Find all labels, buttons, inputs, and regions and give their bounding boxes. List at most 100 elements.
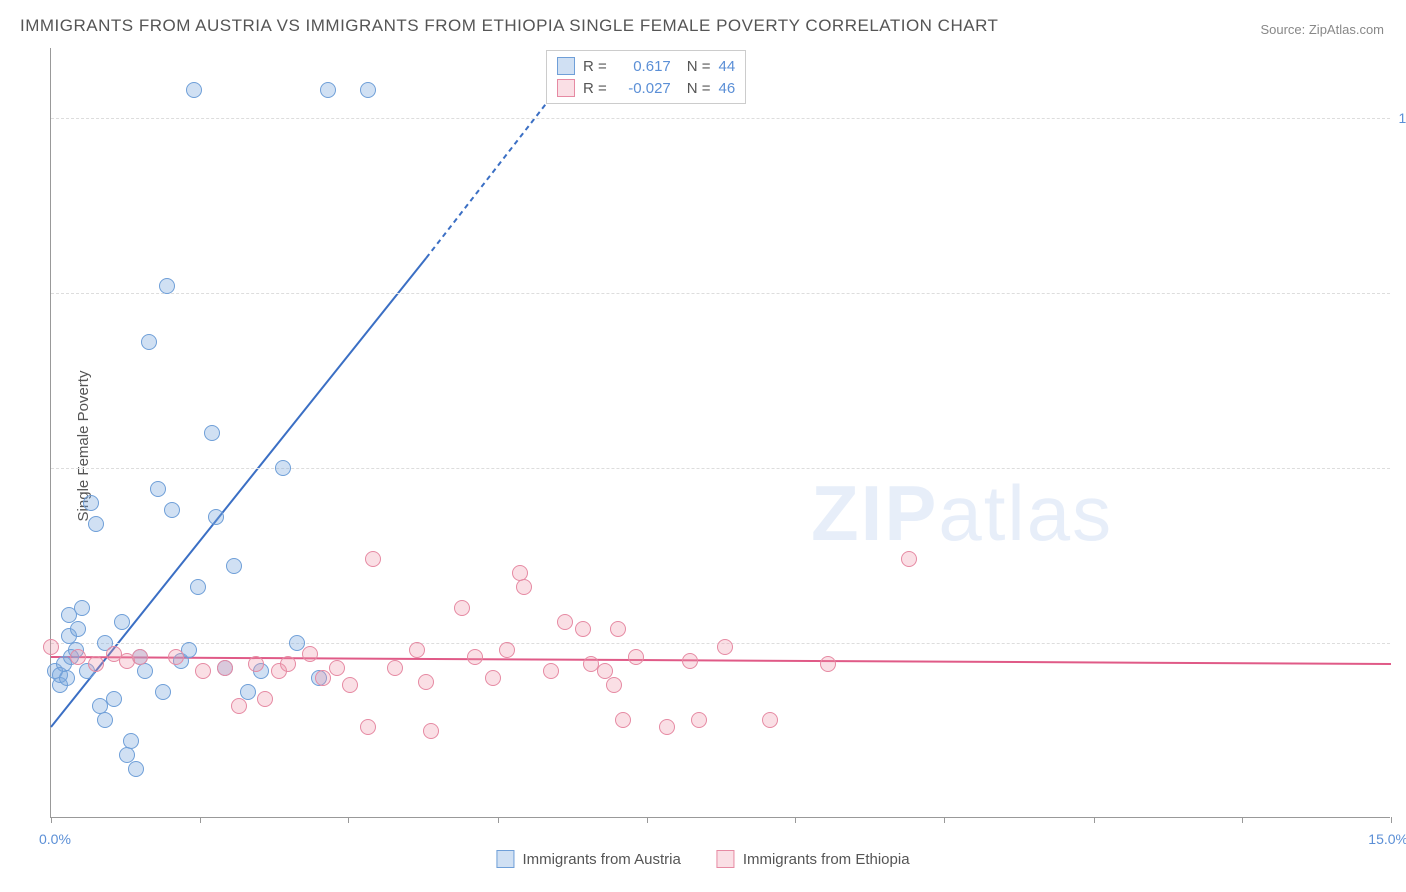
data-point — [360, 82, 376, 98]
data-point — [195, 663, 211, 679]
data-point — [606, 677, 622, 693]
data-point — [248, 656, 264, 672]
chart-plot-area: ZIPatlas 25.0%50.0%75.0%100.0%0.0%15.0% — [50, 48, 1390, 818]
data-point — [257, 691, 273, 707]
data-point — [208, 509, 224, 525]
data-point — [423, 723, 439, 739]
y-tick-label: 100.0% — [1399, 110, 1406, 126]
data-point — [557, 614, 573, 630]
data-point — [132, 649, 148, 665]
data-point — [342, 677, 358, 693]
r-value-ethiopia: -0.027 — [615, 80, 671, 97]
data-point — [275, 460, 291, 476]
data-point — [128, 761, 144, 777]
data-point — [409, 642, 425, 658]
data-point — [315, 670, 331, 686]
data-point — [467, 649, 483, 665]
x-tick-label: 15.0% — [1368, 831, 1406, 847]
x-tick — [1242, 817, 1243, 823]
swatch-ethiopia — [557, 79, 575, 97]
gridline — [51, 468, 1390, 469]
data-point — [628, 649, 644, 665]
legend-item-ethiopia: Immigrants from Ethiopia — [717, 850, 910, 868]
data-point — [280, 656, 296, 672]
x-tick — [51, 817, 52, 823]
legend-row-austria: R = 0.617 N = 44 — [557, 55, 735, 77]
x-tick — [1094, 817, 1095, 823]
correlation-legend: R = 0.617 N = 44 R = -0.027 N = 46 — [546, 50, 746, 104]
data-point — [43, 639, 59, 655]
data-point — [717, 639, 733, 655]
x-tick — [498, 817, 499, 823]
source-attribution: Source: ZipAtlas.com — [1260, 22, 1384, 37]
legend-row-ethiopia: R = -0.027 N = 46 — [557, 77, 735, 99]
data-point — [516, 579, 532, 595]
data-point — [150, 481, 166, 497]
data-point — [70, 649, 86, 665]
swatch-austria-icon — [496, 850, 514, 868]
data-point — [123, 733, 139, 749]
chart-title: IMMIGRANTS FROM AUSTRIA VS IMMIGRANTS FR… — [20, 16, 998, 36]
swatch-ethiopia-icon — [717, 850, 735, 868]
x-tick-label: 0.0% — [39, 831, 71, 847]
data-point — [360, 719, 376, 735]
data-point — [190, 579, 206, 595]
data-point — [186, 82, 202, 98]
data-point — [454, 600, 470, 616]
n-value-austria: 44 — [719, 58, 736, 75]
data-point — [659, 719, 675, 735]
n-value-ethiopia: 46 — [719, 80, 736, 97]
data-point — [204, 425, 220, 441]
data-point — [88, 656, 104, 672]
data-point — [820, 656, 836, 672]
swatch-austria — [557, 57, 575, 75]
x-tick — [1391, 817, 1392, 823]
data-point — [217, 660, 233, 676]
data-point — [114, 614, 130, 630]
data-point — [320, 82, 336, 98]
x-tick — [348, 817, 349, 823]
data-point — [302, 646, 318, 662]
data-point — [610, 621, 626, 637]
data-point — [226, 558, 242, 574]
data-point — [575, 621, 591, 637]
data-point — [106, 691, 122, 707]
gridline — [51, 293, 1390, 294]
data-point — [88, 516, 104, 532]
data-point — [141, 334, 157, 350]
data-point — [231, 698, 247, 714]
data-point — [329, 660, 345, 676]
data-point — [83, 495, 99, 511]
chart-svg — [51, 48, 1390, 817]
trend-line-dashed — [426, 97, 551, 258]
data-point — [137, 663, 153, 679]
gridline — [51, 118, 1390, 119]
data-point — [901, 551, 917, 567]
legend-item-austria: Immigrants from Austria — [496, 850, 680, 868]
x-tick — [944, 817, 945, 823]
data-point — [240, 684, 256, 700]
data-point — [485, 670, 501, 686]
data-point — [74, 600, 90, 616]
data-point — [387, 660, 403, 676]
data-point — [418, 674, 434, 690]
data-point — [762, 712, 778, 728]
data-point — [97, 712, 113, 728]
data-point — [159, 278, 175, 294]
data-point — [70, 621, 86, 637]
data-point — [543, 663, 559, 679]
r-value-austria: 0.617 — [615, 58, 671, 75]
x-tick — [647, 817, 648, 823]
data-point — [691, 712, 707, 728]
series-legend: Immigrants from Austria Immigrants from … — [496, 850, 909, 868]
data-point — [615, 712, 631, 728]
data-point — [59, 670, 75, 686]
data-point — [155, 684, 171, 700]
data-point — [365, 551, 381, 567]
data-point — [499, 642, 515, 658]
data-point — [168, 649, 184, 665]
data-point — [682, 653, 698, 669]
x-tick — [200, 817, 201, 823]
data-point — [164, 502, 180, 518]
x-tick — [795, 817, 796, 823]
